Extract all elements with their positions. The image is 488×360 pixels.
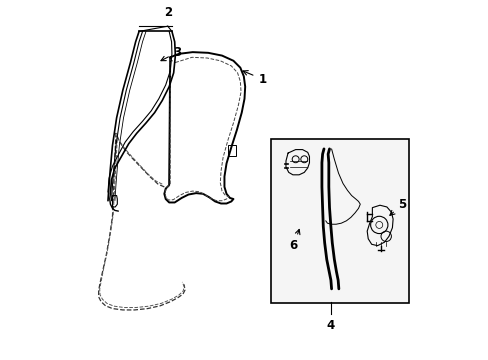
Text: 3: 3: [161, 46, 182, 61]
Bar: [227, 145, 235, 156]
Text: 4: 4: [326, 319, 334, 332]
Bar: [271, 139, 408, 303]
Text: 1: 1: [243, 71, 266, 86]
Text: 6: 6: [289, 229, 299, 252]
Text: 2: 2: [163, 6, 171, 19]
Text: 5: 5: [389, 198, 406, 215]
